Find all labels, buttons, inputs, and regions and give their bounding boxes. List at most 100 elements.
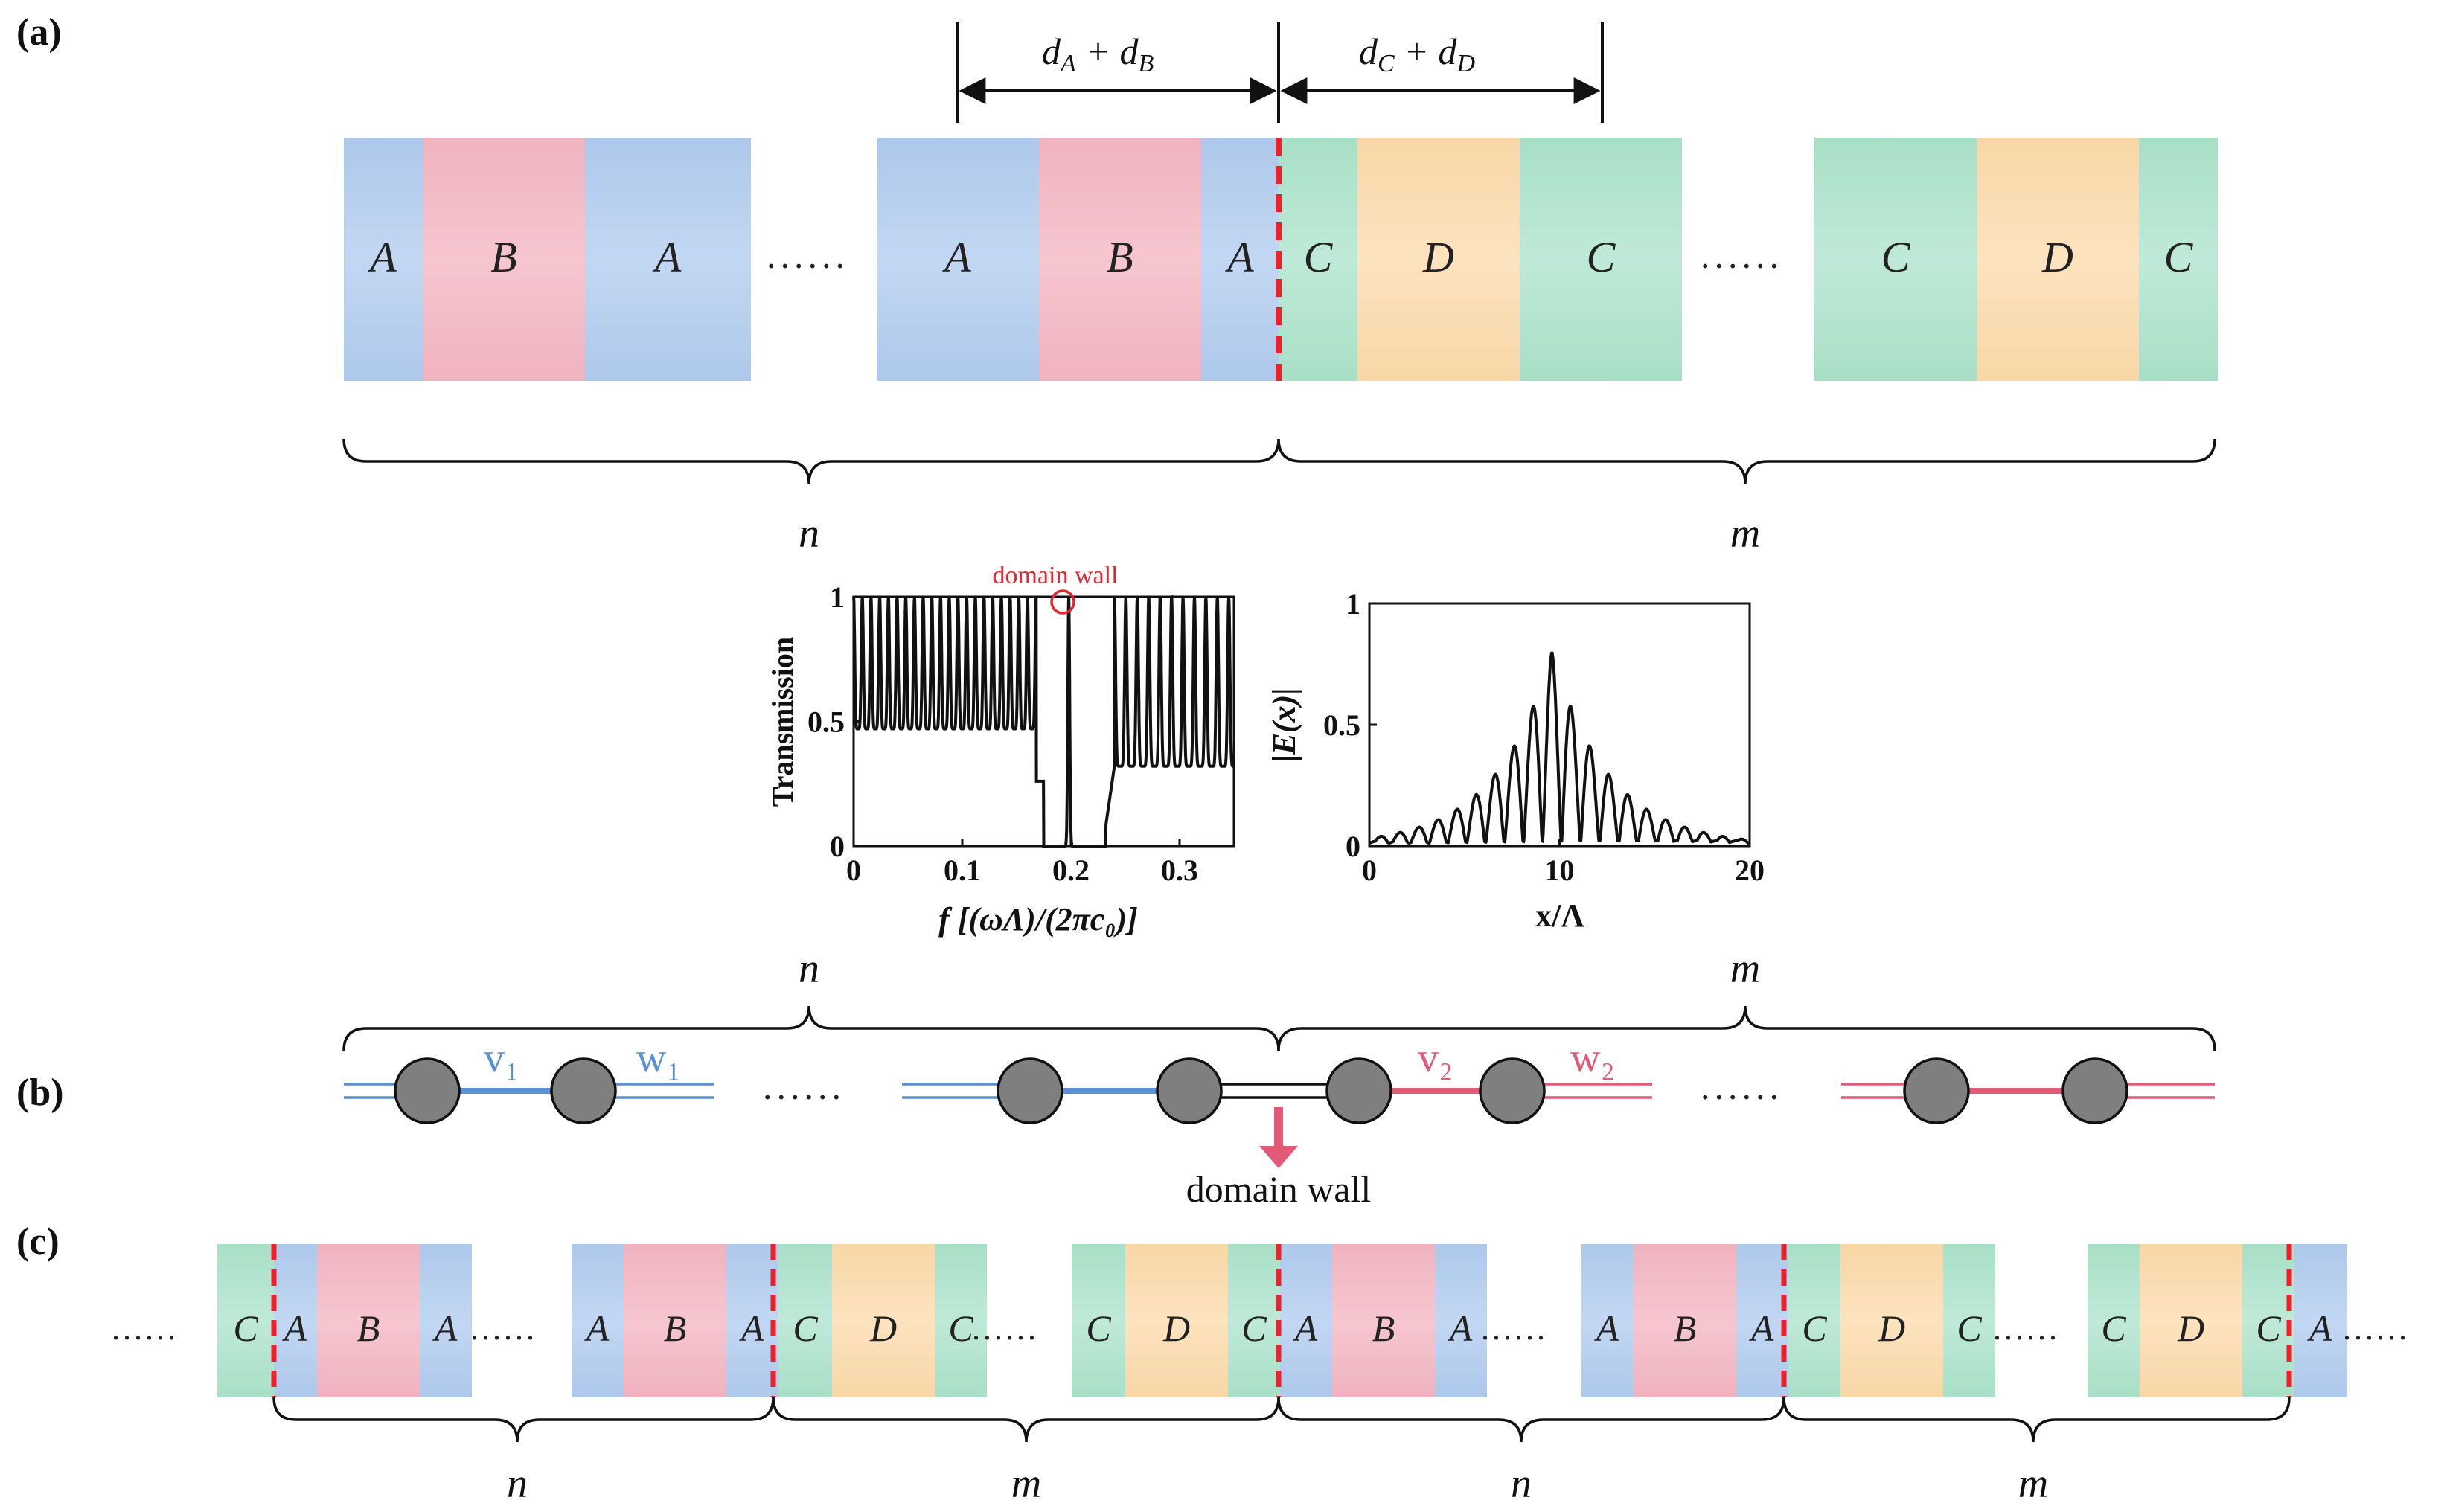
layer-label: D <box>1162 1307 1190 1349</box>
layer-c <box>2242 1244 2294 1397</box>
panel-a-dots-2: ...... <box>1701 234 1783 276</box>
domain-wall-arrow <box>1259 1107 1298 1168</box>
transmission-plot: 0 0.1 0.2 0.3 0 0.5 1 Transmission f [(ωΛ)/(2π… <box>766 562 1235 938</box>
transmission-xtick: 0.1 <box>944 853 981 887</box>
layer-label: D <box>869 1307 897 1349</box>
layer-label: A <box>432 1307 458 1349</box>
layer-d <box>832 1244 935 1397</box>
transmission-ylabel: Transmission <box>766 637 799 807</box>
continuation-dots: ...... <box>972 1310 1039 1347</box>
layer-label: B <box>1372 1307 1395 1349</box>
layer-d <box>2140 1244 2242 1397</box>
layer-label: C <box>1241 1307 1267 1349</box>
field-xtick: 0 <box>1362 853 1377 887</box>
site-node <box>1325 1057 1392 1124</box>
panel-b-label: (b) <box>16 1071 64 1114</box>
layer-a <box>726 1244 778 1397</box>
panel-c-label: (c) <box>16 1220 60 1263</box>
transmission-curve <box>852 594 1234 848</box>
layer-b <box>1039 138 1201 381</box>
layer-b <box>1634 1244 1736 1397</box>
field-xlabel: x/Λ <box>1535 897 1584 934</box>
layer-a <box>1435 1244 1487 1397</box>
field-ticks: 0 10 20 0 0.5 1 <box>1323 587 1765 887</box>
hopping-w1: w₁ <box>636 1035 681 1081</box>
layer-c <box>1228 1244 1280 1397</box>
continuation-dots: ...... <box>112 1310 179 1347</box>
field-ytick: 1 <box>1346 587 1360 621</box>
brace-n-a <box>342 438 1280 484</box>
layer-label: C <box>1086 1307 1111 1349</box>
brace-c-label-4: m <box>2018 1461 2048 1507</box>
panel-a-label: (a) <box>16 11 62 54</box>
layer-label: D <box>1422 233 1454 281</box>
layer-b <box>423 138 585 381</box>
field-ylabel: |E(x)| <box>1266 688 1302 762</box>
layer-label: A <box>2307 1307 2332 1349</box>
brace-label-m-a: m <box>1730 510 1760 557</box>
brace-label-m-b: m <box>1730 946 1760 992</box>
layer-c <box>935 1244 987 1397</box>
panel-a-dots-1: ...... <box>767 234 849 276</box>
transmission-ytick: 0 <box>830 830 845 863</box>
layer-label: A <box>1224 233 1254 281</box>
domain-wall-annotation: domain wall <box>992 562 1118 589</box>
continuation-dots: ...... <box>470 1310 537 1347</box>
layer-label: A <box>652 233 682 281</box>
site-node <box>1156 1057 1223 1124</box>
layer-c <box>1279 138 1357 381</box>
layer-label: B <box>490 233 516 281</box>
hopping-v1: v₁ <box>484 1035 519 1081</box>
layer-label: A <box>1594 1307 1619 1349</box>
brace-c-label-2: m <box>1011 1461 1041 1507</box>
transmission-ytick: 0.5 <box>807 705 845 739</box>
layer-label: C <box>2164 233 2194 281</box>
layer-c <box>1520 138 1682 381</box>
layer-label: A <box>1749 1307 1774 1349</box>
layer-a <box>344 138 423 381</box>
layer-label: A <box>282 1307 307 1349</box>
layer-label: D <box>1878 1307 1905 1349</box>
layer-label: C <box>1304 233 1334 281</box>
transmission-xtick: 0 <box>846 853 861 887</box>
layer-a <box>1736 1244 1788 1397</box>
layer-a <box>877 138 1039 381</box>
field-ytick: 0.5 <box>1323 708 1360 742</box>
layer-b <box>1332 1244 1435 1397</box>
layer-c <box>1814 138 1977 381</box>
layer-c <box>1788 1244 1840 1397</box>
brace-m-b <box>1277 1005 2216 1051</box>
layer-a <box>420 1244 472 1397</box>
layer-b <box>624 1244 726 1397</box>
brace-m-a <box>1277 438 2216 484</box>
layer-label: C <box>1957 1307 1982 1349</box>
panel-c-domain-walls <box>271 1244 2292 1397</box>
layer-label: D <box>2041 233 2073 281</box>
site-node <box>550 1057 617 1124</box>
layer-c <box>1943 1244 1995 1397</box>
layer-a <box>2294 1244 2347 1397</box>
layer-d <box>1977 138 2139 381</box>
layer-label: B <box>1107 233 1133 281</box>
field-xtick: 10 <box>1545 853 1575 887</box>
continuation-dots: ...... <box>1993 1310 2060 1347</box>
layer-label: B <box>357 1307 380 1349</box>
brace-c-1 <box>272 1397 775 1443</box>
layer-b <box>317 1244 420 1397</box>
layer-label: B <box>664 1307 687 1349</box>
layer-a <box>1581 1244 1634 1397</box>
site-node <box>1479 1057 1546 1124</box>
hopping-v2: v₂ <box>1418 1035 1453 1081</box>
site-node <box>997 1057 1063 1124</box>
layer-a <box>274 1244 317 1397</box>
layer-d <box>1840 1244 1943 1397</box>
field-xtick: 20 <box>1735 853 1765 887</box>
layer-c <box>778 1244 832 1397</box>
field-ytick: 0 <box>1346 830 1360 863</box>
layer-label: A <box>1448 1307 1473 1349</box>
transmission-xtick: 0.2 <box>1052 853 1090 887</box>
site-node <box>394 1057 461 1124</box>
transmission-ticks: 0 0.1 0.2 0.3 0 0.5 1 <box>807 580 1198 887</box>
layer-label: A <box>739 1307 764 1349</box>
